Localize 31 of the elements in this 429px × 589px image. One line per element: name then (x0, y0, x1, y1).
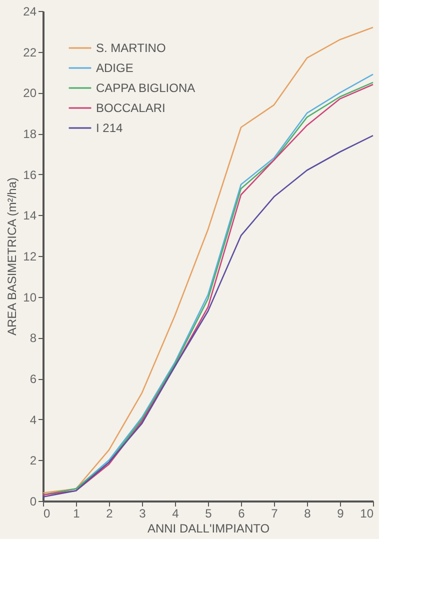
y-tick-label: 16 (23, 168, 37, 182)
y-tick-label: 18 (23, 127, 37, 141)
x-tick-label: 0 (44, 506, 50, 520)
legend-label: ADIGE (96, 61, 134, 75)
y-tick-label: 12 (23, 250, 37, 264)
legend-label: I 214 (96, 121, 124, 135)
x-tick-label: 5 (205, 506, 212, 520)
legend-label: S. MARTINO (96, 41, 166, 55)
x-tick-label: 7 (271, 506, 278, 520)
y-tick-label: 4 (30, 412, 37, 427)
x-tick-label: 8 (304, 506, 312, 520)
x-tick-label: 1 (73, 506, 80, 520)
x-tick-label: 6 (238, 506, 246, 520)
y-tick-label: 10 (23, 290, 37, 304)
y-tick-label: 2 (30, 454, 37, 468)
y-tick-label: 20 (23, 86, 37, 100)
y-tick-label: 24 (23, 4, 37, 18)
legend-label: BOCCALARI (96, 101, 166, 115)
x-tick-label: 9 (337, 506, 344, 520)
y-tick-label: 22 (23, 45, 37, 60)
y-tick-label: 8 (30, 331, 37, 346)
x-tick-label: 2 (106, 506, 114, 520)
y-tick-label: 6 (30, 372, 37, 386)
x-tick-label: 10 (360, 506, 374, 520)
x-axis-title: ANNI DALL'IMPIANTO (147, 522, 270, 536)
y-tick-label: 14 (23, 208, 37, 223)
x-tick-label: 4 (172, 506, 180, 520)
legend-label: CAPPA BIGLIONA (96, 81, 196, 95)
x-tick-label: 3 (139, 506, 146, 520)
y-axis-title: AREA BASIMETRICA (m²/ha) (5, 177, 20, 336)
y-tick-label: 0 (30, 494, 37, 508)
